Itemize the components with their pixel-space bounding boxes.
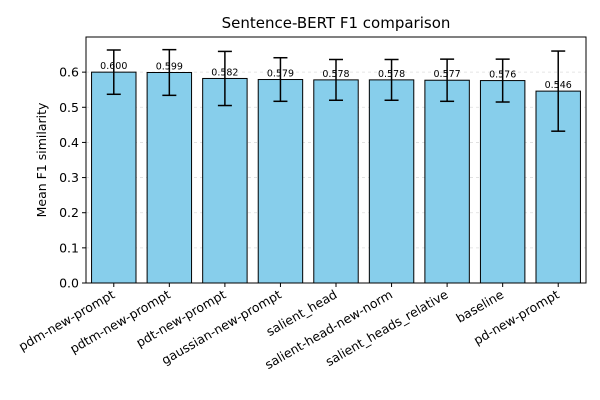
y-axis: 0.0 0.1 0.2 0.3 0.4 0.5 0.6 (59, 65, 86, 291)
bars (91, 71, 581, 284)
bar-value-label: 0.576 (489, 70, 516, 81)
chart-title: Sentence-BERT F1 comparison (222, 14, 451, 32)
x-axis: pdm-new-promptpdtm-new-promptpdt-new-pro… (16, 283, 562, 372)
y-tick-label: 0.3 (59, 170, 79, 185)
bar-value-label: 0.577 (434, 69, 461, 80)
bar (202, 77, 248, 284)
bar-value-label: 0.546 (545, 80, 572, 91)
bar (257, 79, 304, 284)
bar-value-label: 0.579 (267, 69, 294, 80)
bar-value-label: 0.578 (378, 69, 405, 80)
bar (313, 79, 359, 284)
x-tick-label: pdtm-new-prompt (67, 287, 173, 357)
bar (424, 79, 470, 284)
bar-value-label: 0.599 (156, 61, 183, 72)
value-labels: 0.600 0.599 0.582 0.579 0.578 0.578 0.577 0.576… (100, 61, 572, 91)
y-tick-label: 0.5 (59, 100, 79, 115)
y-tick-label: 0.2 (59, 205, 79, 220)
y-tick-label: 0.4 (59, 135, 79, 150)
bar (479, 80, 526, 284)
bar-value-label: 0.582 (211, 67, 238, 78)
error-bars (106, 48, 566, 132)
y-tick-label: 0.1 (59, 240, 79, 255)
y-tick-label: 0.6 (59, 65, 79, 80)
bar-value-label: 0.578 (322, 69, 349, 80)
bar-value-label: 0.600 (100, 61, 127, 72)
bar (368, 79, 415, 284)
bar (146, 71, 193, 284)
y-tick-label: 0.0 (59, 276, 79, 291)
bar (91, 71, 137, 284)
y-axis-title: Mean F1 similarity (34, 102, 49, 217)
